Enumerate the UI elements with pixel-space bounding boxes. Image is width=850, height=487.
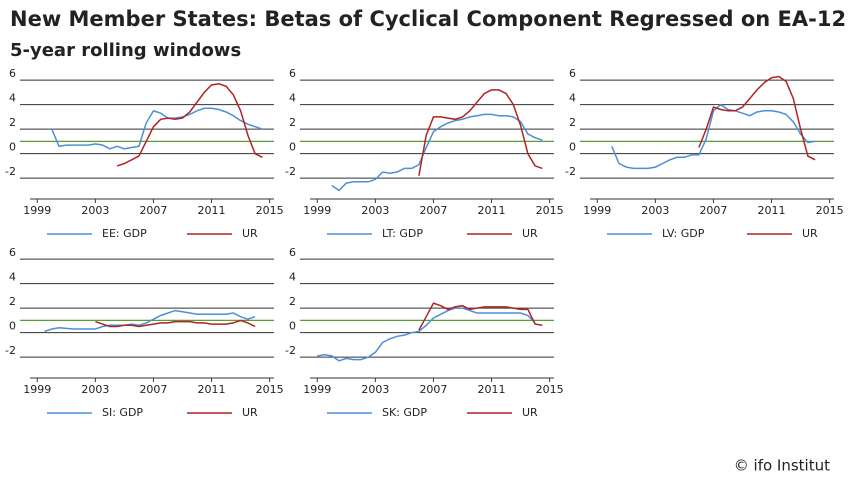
x-tick-label: 1999 <box>303 204 331 217</box>
x-tick-label: 2015 <box>536 204 564 217</box>
series-line <box>418 89 543 176</box>
y-tick-label: 2 <box>289 116 296 129</box>
y-tick-label: 6 <box>9 67 16 80</box>
y-tick-label: 4 <box>569 92 576 105</box>
legend-label: LV: GDP <box>662 227 705 240</box>
series-line <box>51 107 263 150</box>
y-tick-label: 4 <box>9 271 16 284</box>
x-tick-label: 1999 <box>23 204 51 217</box>
x-tick-label: 2015 <box>816 204 844 217</box>
x-tick-label: 2007 <box>419 383 447 396</box>
y-tick-label: 0 <box>9 141 16 154</box>
x-tick-label: 2007 <box>699 204 727 217</box>
x-tick-label: 1999 <box>303 383 331 396</box>
series-line <box>698 75 816 161</box>
y-tick-label: 4 <box>9 92 16 105</box>
x-tick-label: 2003 <box>361 204 389 217</box>
y-tick-label: 2 <box>569 116 576 129</box>
y-tick-label: -2 <box>285 165 296 178</box>
y-tick-label: -2 <box>5 165 16 178</box>
legend-label: UR <box>802 227 818 240</box>
y-tick-label: 4 <box>289 271 296 284</box>
legend-label: UR <box>242 406 258 419</box>
x-tick-label: 2003 <box>81 383 109 396</box>
series-line <box>331 113 543 192</box>
series-line <box>611 103 816 170</box>
series-line <box>95 319 256 328</box>
y-tick-label: 6 <box>289 67 296 80</box>
series-line <box>44 309 256 333</box>
x-tick-label: 2015 <box>256 383 284 396</box>
y-tick-label: -2 <box>565 165 576 178</box>
x-tick-label: 2003 <box>361 383 389 396</box>
legend-label: UR <box>242 227 258 240</box>
y-tick-label: -2 <box>5 344 16 357</box>
x-tick-label: 2003 <box>81 204 109 217</box>
y-tick-label: -2 <box>285 344 296 357</box>
subtitle: 5-year rolling windows <box>10 40 241 61</box>
title: New Member States: Betas of Cyclical Com… <box>10 7 846 31</box>
y-tick-label: 6 <box>569 67 576 80</box>
x-tick-label: 2011 <box>198 204 226 217</box>
series-line <box>317 307 536 362</box>
y-tick-label: 2 <box>9 295 16 308</box>
y-tick-label: 6 <box>9 246 16 259</box>
y-tick-label: 0 <box>9 320 16 333</box>
source: © ifo Institut <box>734 457 830 475</box>
x-tick-label: 1999 <box>23 383 51 396</box>
x-tick-label: 2011 <box>478 204 506 217</box>
y-tick-label: 2 <box>9 116 16 129</box>
x-tick-label: 2011 <box>758 204 786 217</box>
legend-label: SK: GDP <box>382 406 427 419</box>
legend-label: SI: GDP <box>102 406 143 419</box>
x-tick-label: 2015 <box>256 204 284 217</box>
x-tick-label: 2003 <box>641 204 669 217</box>
y-tick-label: 0 <box>289 141 296 154</box>
series-line <box>418 302 543 331</box>
legend-label: UR <box>522 406 538 419</box>
y-tick-label: 4 <box>289 92 296 105</box>
x-tick-label: 1999 <box>583 204 611 217</box>
legend-label: EE: GDP <box>102 227 147 240</box>
x-tick-label: 2015 <box>536 383 564 396</box>
series-line <box>116 83 263 167</box>
y-tick-label: 0 <box>569 141 576 154</box>
legend-label: UR <box>522 227 538 240</box>
x-tick-label: 2011 <box>478 383 506 396</box>
x-tick-label: 2011 <box>198 383 226 396</box>
y-tick-label: 6 <box>289 246 296 259</box>
legend-label: LT: GDP <box>382 227 423 240</box>
x-tick-label: 2007 <box>419 204 447 217</box>
x-tick-label: 2007 <box>139 204 167 217</box>
x-tick-label: 2007 <box>139 383 167 396</box>
y-tick-label: 2 <box>289 295 296 308</box>
y-tick-label: 0 <box>289 320 296 333</box>
